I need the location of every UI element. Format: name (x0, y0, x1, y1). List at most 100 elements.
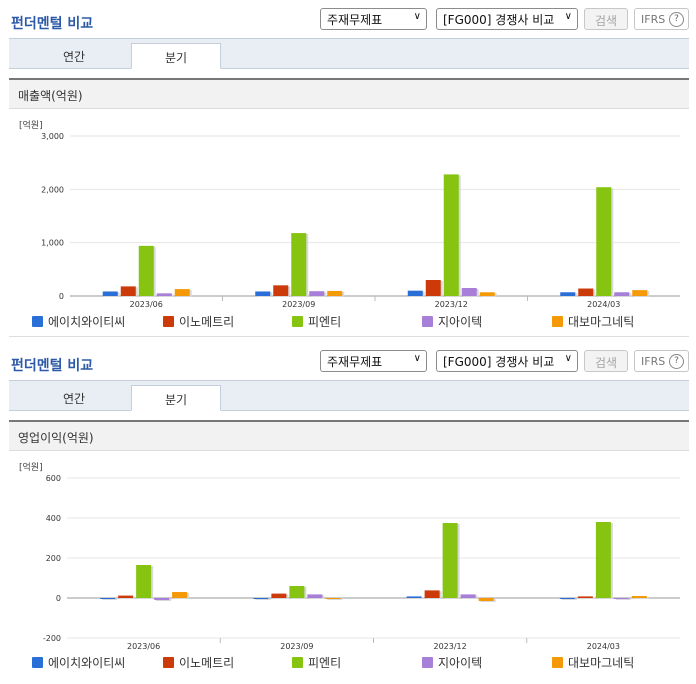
legend-item[interactable]: 대보마그네틱 (552, 313, 634, 330)
legend-label: 이노메트리 (179, 656, 235, 670)
ifrs-label: IFRS (641, 13, 666, 26)
y-tick-label: 400 (46, 514, 61, 523)
help-icon[interactable]: ? (669, 12, 684, 27)
legend-label: 피엔티 (308, 656, 342, 670)
search-button[interactable]: 검색 (584, 8, 628, 30)
bar (253, 598, 269, 599)
bar (325, 598, 341, 599)
y-unit-label: [억원] (19, 121, 43, 131)
bar (595, 522, 611, 598)
legend-item[interactable]: 피엔티 (292, 313, 341, 330)
legend-item[interactable]: 지아이텍 (422, 313, 482, 330)
bar-shadow (102, 599, 118, 600)
legend-swatch (32, 316, 43, 327)
chevron-down-icon: ∨ (413, 11, 421, 22)
chart-legend: 에이치와이티씨 이노메트리 피엔티 지아이텍 대보마그네틱 (30, 654, 680, 670)
bar-shadow (561, 599, 577, 600)
x-tick-label: 2023/12 (435, 300, 468, 309)
ifrs-button[interactable]: IFRS ? (634, 350, 689, 372)
bar (174, 289, 190, 296)
peer-select[interactable]: [FG000] 경쟁사 비교 ∨ (436, 8, 578, 30)
bar (461, 288, 477, 296)
bar (478, 598, 494, 601)
x-tick-label: 2024/03 (587, 300, 620, 309)
legend-swatch (163, 316, 174, 327)
bar (289, 586, 305, 598)
bar (271, 593, 287, 598)
bar (424, 590, 440, 598)
bar (102, 291, 118, 296)
y-tick-label: 200 (46, 554, 61, 563)
bar (460, 594, 476, 598)
tab-annual[interactable]: 연간 (62, 392, 86, 406)
peer-select-value: [FG000] 경쟁사 비교 (443, 13, 555, 27)
bar (136, 565, 152, 598)
bar (327, 290, 343, 296)
legend-label: 이노메트리 (179, 315, 235, 329)
bar (560, 292, 576, 296)
bar-shadow (327, 599, 343, 600)
legend-item[interactable]: 에이치와이티씨 (32, 654, 125, 671)
bar (614, 292, 630, 296)
bar (425, 280, 441, 296)
peer-select[interactable]: [FG000] 경쟁사 비교 ∨ (436, 350, 578, 372)
tab-quarterly[interactable]: 분기 (131, 385, 221, 411)
legend-swatch (552, 657, 563, 668)
search-button[interactable]: 검색 (584, 350, 628, 372)
bar-shadow (408, 597, 424, 599)
bar (309, 291, 325, 296)
bar (406, 596, 422, 598)
bar (559, 598, 575, 599)
tab-annual[interactable]: 연간 (62, 50, 86, 64)
y-tick-label: -200 (43, 634, 61, 643)
fundamental-panel-sales: 펀더멘털 비교 주재무제표 ∨ [FG000] 경쟁사 비교 ∨ 검색 IFRS… (0, 0, 696, 340)
bar (154, 598, 170, 600)
x-tick-label: 2023/09 (282, 300, 315, 309)
bar (156, 293, 172, 296)
operating-profit-chart: -200 0 200 400 600 2023/06 2023/09 2023/12 2024/… (43, 474, 680, 651)
statement-select[interactable]: 주재무제표 ∨ (320, 350, 427, 372)
ifrs-button[interactable]: IFRS ? (634, 8, 689, 30)
help-icon[interactable]: ? (669, 354, 684, 369)
legend-item[interactable]: 이노메트리 (163, 313, 234, 330)
legend-item[interactable]: 이노메트리 (163, 654, 234, 671)
ifrs-label: IFRS (641, 355, 666, 368)
bar-shadow (615, 599, 631, 600)
toolbar: 펀더멘털 비교 주재무제표 ∨ [FG000] 경쟁사 비교 ∨ 검색 IFRS… (0, 0, 696, 34)
period-tabs: 연간 분기 (9, 38, 689, 69)
bar-shadow (255, 599, 271, 600)
x-tick-label: 2023/06 (127, 642, 160, 651)
section-title: 매출액(억원) (18, 89, 83, 103)
legend-item[interactable]: 대보마그네틱 (552, 654, 634, 671)
bar (613, 598, 629, 599)
bar (172, 592, 188, 598)
y-tick-label: 0 (56, 594, 61, 603)
bar (407, 290, 423, 296)
y-tick-label: 2,000 (41, 185, 64, 194)
y-unit-label: [억원] (19, 463, 43, 473)
legend-swatch (422, 657, 433, 668)
section-title: 영업이익(억원) (18, 431, 94, 445)
legend-swatch (292, 657, 303, 668)
y-tick-label: 0 (59, 292, 64, 301)
divider (9, 336, 689, 337)
chevron-down-icon: ∨ (564, 353, 572, 364)
x-tick-label: 2023/06 (130, 300, 163, 309)
tab-quarterly[interactable]: 분기 (131, 43, 221, 69)
legend-swatch (292, 316, 303, 327)
statement-select[interactable]: 주재무제표 ∨ (320, 8, 427, 30)
legend-label: 에이치와이티씨 (48, 315, 126, 329)
bar (442, 523, 458, 598)
toolbar: 펀더멘털 비교 주재무제표 ∨ [FG000] 경쟁사 비교 ∨ 검색 IFRS… (0, 342, 696, 376)
legend-label: 에이치와이티씨 (48, 656, 126, 670)
legend-item[interactable]: 피엔티 (292, 654, 341, 671)
section-header: 영업이익(억원) (9, 420, 689, 451)
legend-item[interactable]: 지아이텍 (422, 654, 482, 671)
bar (255, 291, 271, 296)
legend-item[interactable]: 에이치와이티씨 (32, 313, 125, 330)
legend-swatch (552, 316, 563, 327)
legend-label: 피엔티 (308, 315, 342, 329)
legend-swatch (422, 316, 433, 327)
y-tick-label: 1,000 (41, 239, 64, 248)
panel-title: 펀더멘털 비교 (11, 16, 94, 32)
